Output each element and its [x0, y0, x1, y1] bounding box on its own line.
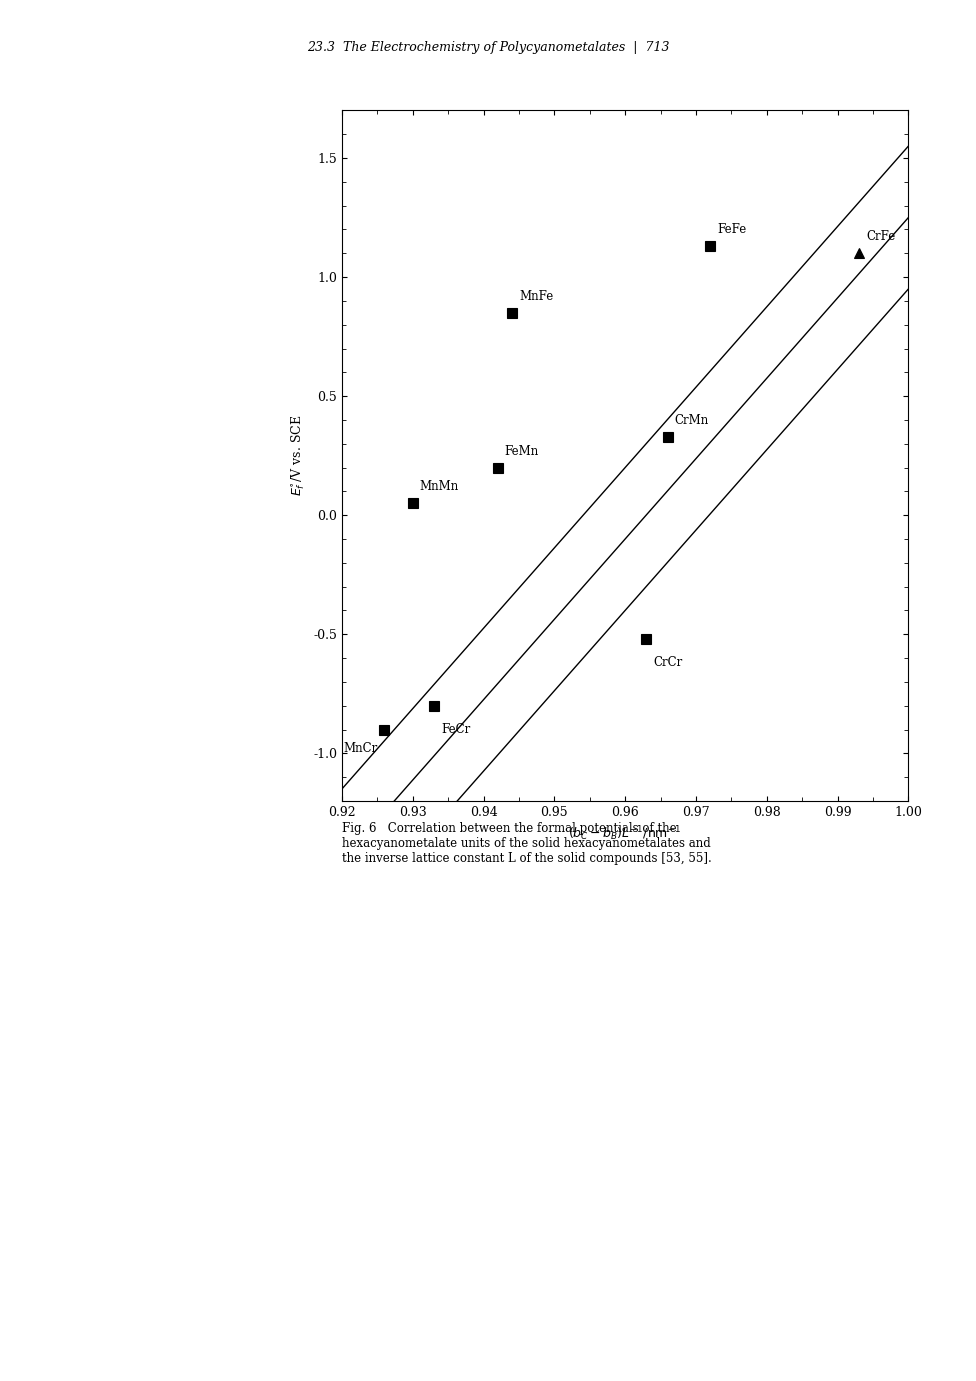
Text: FeCr: FeCr [441, 724, 469, 736]
Text: FeFe: FeFe [716, 224, 746, 236]
Text: MnMn: MnMn [420, 481, 459, 493]
X-axis label: $(b_C - b_B)L^{-1}/\mathrm{nm}^{-1}$: $(b_C - b_B)L^{-1}/\mathrm{nm}^{-1}$ [568, 824, 681, 842]
Text: CrMn: CrMn [674, 413, 709, 427]
Text: MnCr: MnCr [343, 742, 377, 755]
Text: 23.3  The Electrochemistry of Polycyanometalates  |  713: 23.3 The Electrochemistry of Polycyanome… [306, 41, 670, 54]
Y-axis label: $E_f^{\circ}$/V vs. SCE: $E_f^{\circ}$/V vs. SCE [290, 416, 307, 496]
Text: FeMn: FeMn [505, 445, 539, 457]
Text: Fig. 6   Correlation between the formal potentials of the
hexacyanometalate unit: Fig. 6 Correlation between the formal po… [342, 822, 712, 865]
Text: CrCr: CrCr [653, 656, 682, 670]
Text: MnFe: MnFe [518, 290, 552, 302]
Text: CrFe: CrFe [866, 231, 894, 243]
